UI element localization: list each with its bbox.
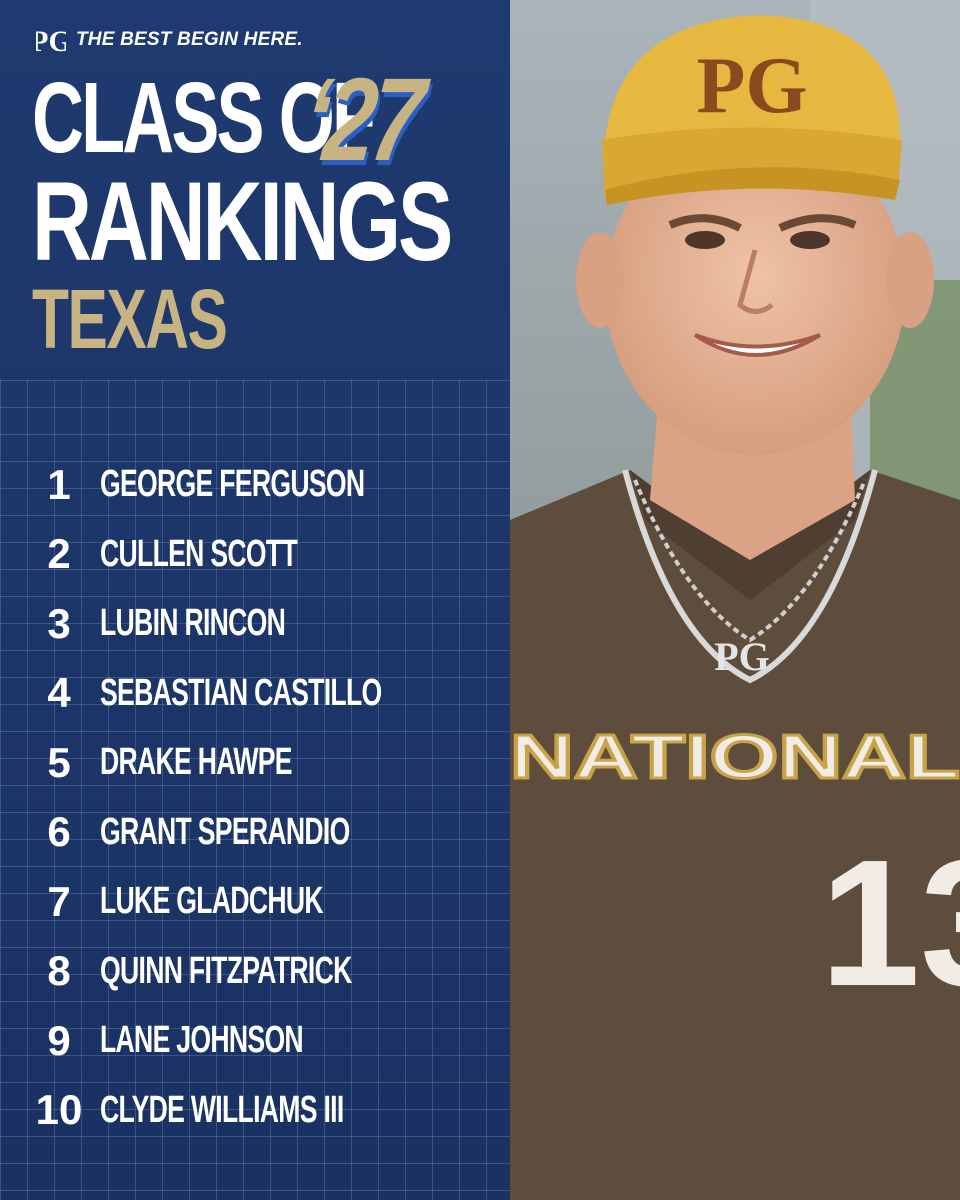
player-name: SEBASTIAN CASTILLO bbox=[100, 671, 382, 714]
player-name: CULLEN SCOTT bbox=[100, 532, 298, 575]
list-item: 8 QUINN FITZPATRICK bbox=[18, 937, 502, 1007]
cap-logo: PG bbox=[696, 42, 807, 130]
player-name: LUBIN RINCON bbox=[100, 602, 286, 645]
pendant-logo: PG bbox=[714, 634, 770, 679]
player-name: DRAKE HAWPE bbox=[100, 741, 293, 784]
headline-region: TEXAS bbox=[32, 272, 228, 367]
logo-text: PG bbox=[36, 25, 66, 58]
list-item: 7 LUKE GLADCHUK bbox=[18, 867, 502, 937]
rank-number: 2 bbox=[47, 530, 71, 578]
player-name: LANE JOHNSON bbox=[100, 1019, 304, 1062]
jersey-number: 13 bbox=[820, 823, 960, 1024]
tagline: THE BEST BEGIN HERE. bbox=[76, 29, 303, 50]
list-item: 9 LANE JOHNSON bbox=[18, 1006, 502, 1076]
list-item: 4 SEBASTIAN CASTILLO bbox=[18, 659, 502, 729]
rank-number: 7 bbox=[47, 877, 71, 925]
list-item: 10 CLYDE WILLIAMS III bbox=[18, 1076, 502, 1146]
rank-number: 9 bbox=[47, 1016, 71, 1064]
rank-number: 3 bbox=[47, 599, 71, 647]
list-item: 1 GEORGE FERGUSON bbox=[18, 450, 502, 520]
rank-number: 1 bbox=[47, 460, 71, 508]
brand-header: PG THE BEST BEGIN HERE. bbox=[36, 20, 303, 60]
rank-number: 6 bbox=[47, 808, 71, 856]
list-item: 3 LUBIN RINCON bbox=[18, 589, 502, 659]
headline-line1: CLASS OF bbox=[32, 62, 376, 174]
headline-line2: RANKINGS bbox=[32, 159, 453, 284]
pg-logo-icon: PG bbox=[36, 25, 66, 58]
rank-number: 5 bbox=[47, 738, 71, 786]
list-item: 5 DRAKE HAWPE bbox=[18, 728, 502, 798]
player-name: LUKE GLADCHUK bbox=[100, 880, 324, 923]
rankings-list: 1 GEORGE FERGUSON 2 CULLEN SCOTT 3 LUBIN RI… bbox=[18, 450, 502, 1145]
rank-number: 8 bbox=[47, 947, 71, 995]
player-name: QUINN FITZPATRICK bbox=[100, 949, 352, 992]
jersey-text: NATIONAL bbox=[510, 723, 960, 792]
headline: CLASS OF RANKINGS TEXAS bbox=[32, 62, 597, 367]
list-item: 6 GRANT SPERANDIO bbox=[18, 798, 502, 868]
rank-number: 10 bbox=[35, 1086, 83, 1134]
rank-number: 4 bbox=[47, 669, 71, 717]
player-name: GRANT SPERANDIO bbox=[100, 810, 350, 853]
list-item: 2 CULLEN SCOTT bbox=[18, 520, 502, 590]
grid-background bbox=[0, 380, 560, 1200]
player-photo: PG PG NATIONAL 13 bbox=[510, 0, 960, 1200]
player-name: CLYDE WILLIAMS III bbox=[100, 1088, 344, 1131]
headline-year: ‘27 bbox=[297, 54, 426, 186]
player-name: GEORGE FERGUSON bbox=[100, 463, 365, 506]
